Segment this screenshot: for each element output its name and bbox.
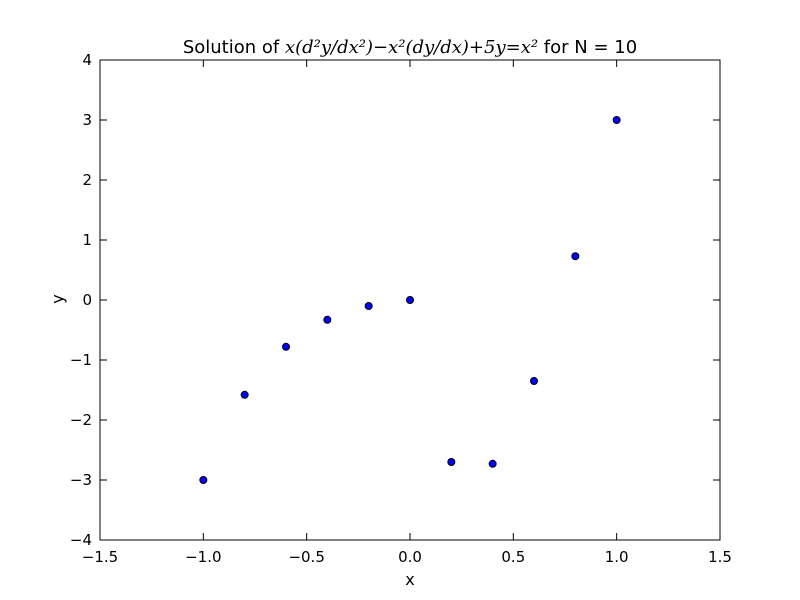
x-tick-label: 1.5 (708, 548, 732, 566)
x-tick-label: −0.5 (288, 548, 324, 566)
data-point (448, 459, 455, 466)
y-tick-label: 0 (82, 291, 92, 309)
chart-title-prefix: Solution of (183, 37, 285, 58)
data-point (407, 297, 414, 304)
data-point (365, 303, 372, 310)
chart-title-suffix: for N = 10 (538, 37, 637, 58)
y-tick-label: 4 (82, 51, 92, 69)
data-point (324, 316, 331, 323)
chart-title: Solution of x(d²y/dx²)−x²(dy/dx)+5y=x² f… (183, 37, 637, 58)
data-point (572, 253, 579, 260)
y-tick-label: −1 (70, 351, 92, 369)
y-tick-label: 1 (82, 231, 92, 249)
data-point (283, 343, 290, 350)
data-point (489, 460, 496, 467)
plot-area: −1.5 −1.0 −0.5 0.0 0.5 1.0 1.5 −4 −3 −2 −1 0 1 2 3 4 (70, 51, 732, 566)
y-axis-label: y (48, 294, 67, 303)
y-tick-label: −4 (70, 531, 92, 549)
y-tick-label: −3 (70, 471, 92, 489)
x-tick-label: 0.5 (501, 548, 525, 566)
x-tick-label: −1.5 (82, 548, 118, 566)
data-point (200, 477, 207, 484)
x-tick-label: 0.0 (398, 548, 422, 566)
data-point (613, 117, 620, 124)
y-tick-label: −2 (70, 411, 92, 429)
x-tick-label: 1.0 (605, 548, 629, 566)
y-tick-label: 3 (82, 111, 92, 129)
data-point (531, 378, 538, 385)
x-axis-label: x (405, 570, 414, 589)
chart-title-equation: x(d²y/dx²)−x²(dy/dx)+5y=x² (285, 37, 538, 58)
y-tick-label: 2 (82, 171, 92, 189)
x-tick-label: −1.0 (185, 548, 221, 566)
data-point (241, 391, 248, 398)
